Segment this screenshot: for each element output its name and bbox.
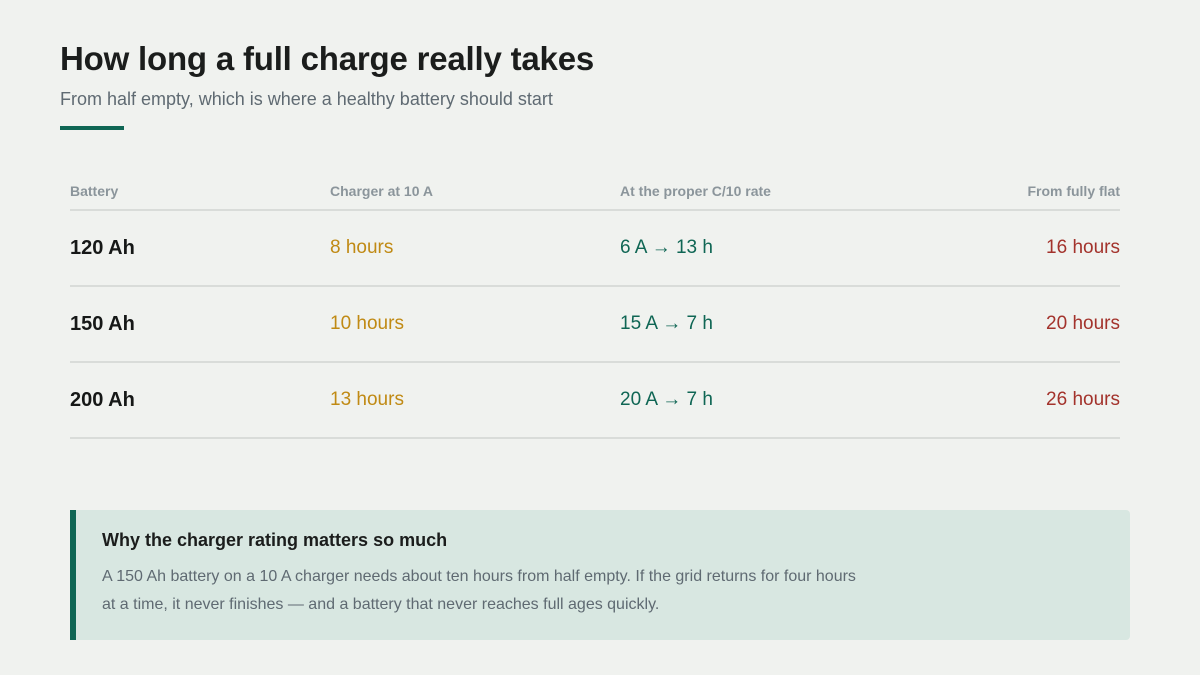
column-header-charger-10a: Charger at 10 A	[330, 182, 433, 199]
page-subtitle: From half empty, which is where a health…	[60, 89, 553, 109]
callout-body: A 150 Ah battery on a 10 A charger needs…	[102, 568, 856, 613]
battery-capacity-cell: 120 Ah	[70, 236, 135, 259]
fully-flat-time-cell: 26 hours	[1046, 389, 1120, 410]
charger-10a-time-cell: 10 hours	[330, 313, 404, 334]
c10-rate-cell: 6 A → 13 h	[620, 237, 713, 258]
info-callout: Why the charger rating matters so much A…	[70, 510, 1130, 640]
column-header-fully-flat: From fully flat	[1027, 182, 1120, 199]
column-header-c10-rate: At the proper C/10 rate	[620, 182, 771, 199]
table-header-row: Battery Charger at 10 A At the proper C/…	[70, 172, 1120, 211]
charger-10a-time-cell: 13 hours	[330, 389, 404, 410]
accent-rule	[60, 126, 124, 130]
charger-10a-time-cell: 8 hours	[330, 237, 394, 258]
fully-flat-time-cell: 20 hours	[1046, 313, 1120, 334]
column-header-battery: Battery	[70, 182, 119, 199]
table-row: 120 Ah 8 hours 6 A → 13 h 16 hours	[70, 211, 1120, 287]
battery-capacity-cell: 150 Ah	[70, 312, 135, 335]
fully-flat-time-cell: 16 hours	[1046, 237, 1120, 258]
table-row: 150 Ah 10 hours 15 A → 7 h 20 hours	[70, 287, 1120, 363]
charge-time-table: Battery Charger at 10 A At the proper C/…	[70, 172, 1120, 439]
c10-rate-cell: 15 A → 7 h	[620, 313, 713, 334]
c10-rate-cell: 20 A → 7 h	[620, 389, 713, 410]
table-row: 200 Ah 13 hours 20 A → 7 h 26 hours	[70, 363, 1120, 439]
battery-capacity-cell: 200 Ah	[70, 388, 135, 411]
page-title: How long a full charge really takes	[60, 40, 595, 77]
callout-title: Why the charger rating matters so much	[102, 530, 448, 550]
